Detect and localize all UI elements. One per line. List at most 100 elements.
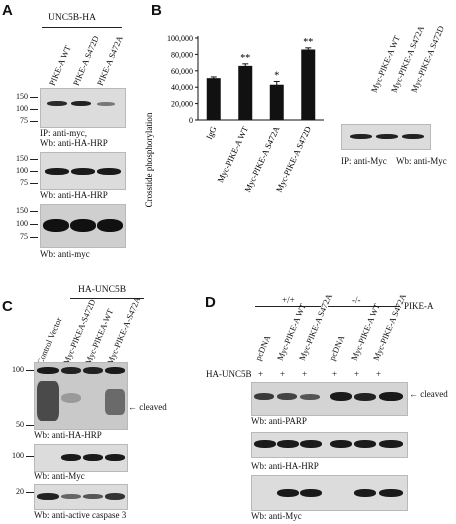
band bbox=[330, 392, 352, 401]
panel-a-blot1-marker-75: 75 bbox=[20, 116, 28, 125]
chart-bar bbox=[269, 84, 284, 120]
panel-d-blot2 bbox=[251, 432, 408, 458]
chart-significance-label: ** bbox=[240, 53, 250, 64]
band bbox=[402, 134, 424, 139]
chart-y-tick-label: 100,000 bbox=[167, 34, 193, 43]
band bbox=[254, 393, 274, 400]
band bbox=[300, 489, 322, 497]
band bbox=[277, 393, 297, 400]
band bbox=[61, 367, 81, 374]
band bbox=[45, 168, 69, 175]
panel-a-label: A bbox=[2, 2, 13, 19]
band bbox=[105, 367, 125, 374]
chart-significance-label: ** bbox=[303, 37, 313, 48]
panel-d-plus-1: + bbox=[258, 369, 264, 379]
panel-d-blot1-caption: Wb: anti-PARP bbox=[251, 416, 307, 426]
band bbox=[97, 168, 121, 175]
panel-c-blot1-marker-100: 100 bbox=[12, 365, 24, 374]
panel-b-blot bbox=[341, 124, 431, 150]
panel-a-lane-1: PIKE-A WT bbox=[46, 43, 73, 87]
panel-c-lane-1: Control Vector bbox=[34, 315, 64, 366]
panel-d-lane-1: pcDNA bbox=[252, 333, 273, 362]
panel-d-cleaved-label: ← cleaved bbox=[409, 389, 448, 399]
panel-a-blot2-caption: Wb: anti-HA-HRP bbox=[40, 190, 108, 200]
band bbox=[97, 102, 115, 106]
band bbox=[330, 440, 352, 448]
panel-a-blot1 bbox=[40, 88, 126, 128]
band bbox=[300, 394, 320, 400]
chart-y-tick-label: 0 bbox=[189, 116, 193, 125]
panel-d-genotype-label: PIKE-A bbox=[404, 301, 434, 311]
panel-a-blot3-caption: Wb: anti-myc bbox=[40, 249, 90, 259]
panel-d-plus-2: + bbox=[280, 369, 286, 379]
panel-c-label: C bbox=[2, 298, 13, 315]
panel-a-group-line bbox=[42, 27, 122, 28]
panel-a-blot1-caption-2: Wb: anti-HA-HRP bbox=[40, 138, 108, 148]
band bbox=[97, 219, 123, 232]
panel-c-group-line bbox=[70, 298, 144, 299]
band bbox=[43, 219, 69, 232]
band bbox=[47, 101, 67, 106]
panel-a-blot3 bbox=[40, 204, 126, 248]
panel-d-group-wt: +/+ bbox=[282, 295, 295, 305]
band bbox=[379, 392, 403, 401]
panel-c-blot2-caption: Wb: anti-Myc bbox=[34, 471, 85, 481]
panel-a-blot1-marker-150: 150 bbox=[16, 92, 28, 101]
band bbox=[37, 493, 59, 500]
chart-y-tick-label: 60,000 bbox=[171, 67, 193, 76]
panel-c-blot1-caption: Wb: anti-HA-HRP bbox=[34, 430, 102, 440]
band bbox=[254, 440, 276, 448]
chart-bar bbox=[206, 78, 221, 120]
chart-bar bbox=[238, 65, 253, 120]
band bbox=[61, 454, 81, 461]
panel-a-blot2-marker-100: 100 bbox=[16, 166, 28, 175]
panel-b-label: B bbox=[151, 2, 162, 19]
panel-d-group-wt-line bbox=[255, 306, 321, 307]
band bbox=[277, 440, 299, 448]
panel-c-blot3-caption: Wb: anti-active caspase 3 bbox=[34, 510, 127, 520]
panel-b-bar-chart: Crosstide phosphorylation 0 20,000 40,000 6… bbox=[144, 34, 324, 207]
panel-a-blot2 bbox=[40, 152, 126, 190]
band bbox=[379, 489, 403, 497]
panel-a-blot2-marker-75: 75 bbox=[20, 178, 28, 187]
band bbox=[61, 393, 81, 403]
panel-d-plus-5: + bbox=[354, 369, 360, 379]
panel-d-row-label: HA-UNC5B bbox=[206, 369, 252, 379]
panel-a-blot1-marker-100: 100 bbox=[16, 104, 28, 113]
chart-bar bbox=[301, 49, 316, 121]
band bbox=[105, 454, 125, 461]
panel-c-blot1-marker-50: 50 bbox=[16, 420, 24, 429]
panel-c-blot3-marker-20: 20 bbox=[16, 487, 24, 496]
panel-a-blot2-marker-150: 150 bbox=[16, 154, 28, 163]
chart-y-tick-label: 20,000 bbox=[171, 100, 193, 109]
panel-c-group-header: HA-UNC5B bbox=[78, 285, 127, 295]
band bbox=[61, 494, 81, 499]
band bbox=[37, 367, 59, 374]
panel-c-lane-4: Myc-PIKE-A-S472A bbox=[104, 295, 143, 366]
chart-x-tick-label: Myc-PIKE-A WT bbox=[215, 124, 250, 184]
panel-d-blot1 bbox=[251, 382, 408, 416]
panel-a-blot3-marker-150: 150 bbox=[16, 206, 28, 215]
band bbox=[105, 389, 125, 415]
band bbox=[379, 440, 403, 448]
band bbox=[83, 454, 103, 461]
band bbox=[300, 440, 322, 448]
chart-y-tick-label: 80,000 bbox=[171, 50, 193, 59]
panel-d-plus-6: + bbox=[376, 369, 382, 379]
panel-d-plus-4: + bbox=[332, 369, 338, 379]
band bbox=[83, 494, 103, 499]
band bbox=[354, 489, 376, 497]
chart-y-tick-label: 40,000 bbox=[171, 83, 193, 92]
panel-c-cleaved-label: ← cleaved bbox=[128, 402, 167, 412]
panel-a-blot3-marker-100: 100 bbox=[16, 219, 28, 228]
chart-y-axis-title: Crosstide phosphorylation bbox=[144, 112, 154, 207]
panel-c-blot1 bbox=[34, 362, 128, 430]
panel-d-blot2-caption: Wb: anti-HA-HRP bbox=[251, 461, 319, 471]
band bbox=[105, 493, 125, 500]
panel-d-group-ko: -/- bbox=[352, 295, 361, 305]
chart-x-tick-label: IgG bbox=[204, 125, 219, 141]
chart-significance-label: * bbox=[274, 70, 279, 81]
panel-b-blot-caption-1: IP: anti-Myc bbox=[341, 156, 387, 166]
band bbox=[277, 489, 299, 497]
panel-d-blot3-caption: Wb: anti-Myc bbox=[251, 511, 302, 521]
